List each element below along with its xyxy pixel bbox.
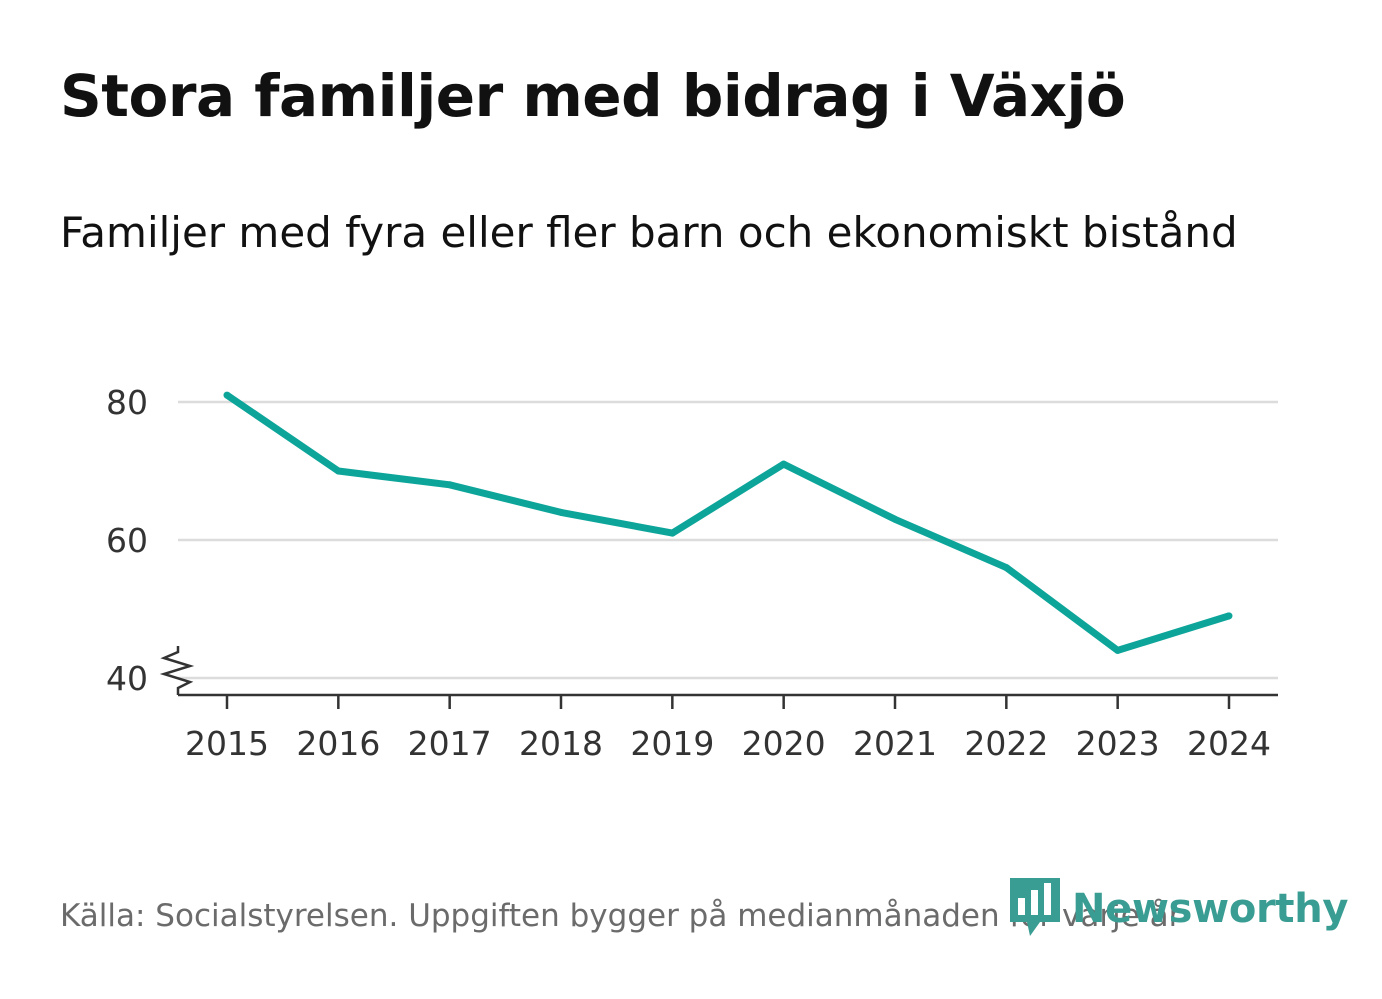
data-point-2018 [557,508,565,516]
x-tick-label-2017: 2017 [408,724,492,763]
x-tick-label-2015: 2015 [185,724,269,763]
data-point-2016 [334,467,342,475]
data-point-2019 [668,529,676,537]
x-tick-label-2023: 2023 [1076,724,1160,763]
x-tick-label-2022: 2022 [964,724,1048,763]
source-note: Källa: Socialstyrelsen. Uppgiften bygger… [60,898,1182,934]
data-point-2020 [780,460,788,468]
series-layer [223,391,1233,654]
brand-logo: Newsworthy [1010,878,1349,940]
data-point-2017 [446,481,454,489]
y-tick-label-60: 60 [106,521,148,560]
bar-chart-speech-bubble-icon [1010,878,1060,936]
series-line-0 [225,392,1231,654]
x-tick-label-2020: 2020 [742,724,826,763]
data-point-2022 [1002,564,1010,572]
x-tick-label-2019: 2019 [630,724,714,763]
data-point-2021 [891,515,899,523]
brand-name: Newsworthy [1072,886,1349,932]
grid-lines [178,400,1278,680]
data-point-2015 [223,391,231,399]
chart-title: Stora familjer med bidrag i Växjö [60,62,1126,130]
x-tick-label-2016: 2016 [296,724,380,763]
y-tick-label-80: 80 [106,383,148,422]
x-tick-label-2018: 2018 [519,724,603,763]
chart-subtitle: Familjer med fyra eller fler barn och ek… [60,208,1238,257]
data-point-2023 [1114,646,1122,654]
data-point-2024 [1225,612,1233,620]
y-tick-label-40: 40 [106,659,148,698]
x-tick-label-2021: 2021 [853,724,937,763]
axes: 40 60 80 2015 2016 2017 2018 2019 2020 2021 2022 20… [106,383,1278,763]
axis-break-icon [159,646,195,695]
x-tick-label-2024: 2024 [1187,724,1271,763]
